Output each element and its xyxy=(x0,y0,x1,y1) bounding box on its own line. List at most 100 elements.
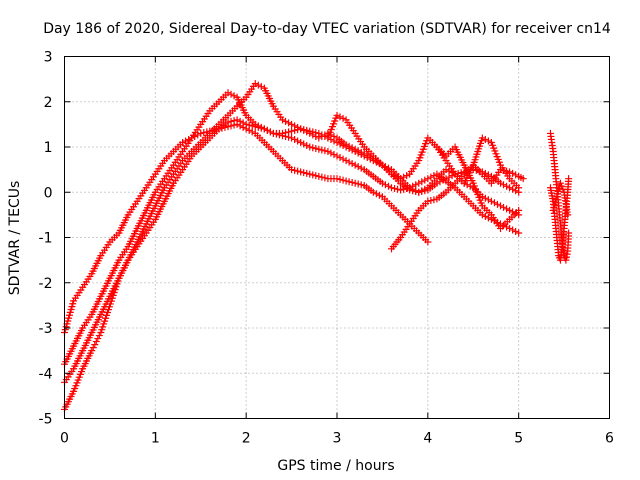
track-2-point xyxy=(509,226,517,234)
track-2-point xyxy=(481,212,489,220)
track-3-point xyxy=(503,205,511,213)
track-10-point xyxy=(558,182,566,190)
track-4-point xyxy=(288,127,296,135)
track-3-point xyxy=(512,209,520,217)
track-4-point xyxy=(306,127,314,135)
track-4-point xyxy=(506,184,514,192)
track-3-point xyxy=(490,199,498,207)
x-tick-label: 1 xyxy=(151,431,160,447)
track-2-point xyxy=(327,149,335,157)
track-4-point xyxy=(321,132,329,140)
track-4-point xyxy=(348,146,356,154)
track-4-point xyxy=(257,124,265,132)
track-3-point xyxy=(257,83,265,91)
track-2-point xyxy=(315,145,323,153)
track-4-point xyxy=(297,125,305,133)
track-1-point xyxy=(372,190,380,198)
track-4-point xyxy=(442,175,450,183)
track-4-point xyxy=(236,117,244,125)
y-tick-label: 2 xyxy=(44,95,53,111)
track-4-point xyxy=(263,126,271,134)
track-2-point xyxy=(394,185,402,193)
track-2-point xyxy=(412,181,420,189)
track-4-point xyxy=(254,123,262,131)
track-5-point xyxy=(388,170,395,178)
track-2-point xyxy=(339,155,347,163)
track-6-point xyxy=(424,197,432,205)
track-4-point xyxy=(233,116,241,124)
track-4-point xyxy=(266,128,274,136)
track-2-point xyxy=(427,173,435,181)
track-4-point xyxy=(500,181,508,189)
track-4-point xyxy=(312,129,320,137)
track-5-point xyxy=(478,134,486,142)
track-4-point xyxy=(484,171,492,179)
track-2-point xyxy=(357,164,365,172)
track-4-point xyxy=(227,117,235,125)
x-tick-label: 6 xyxy=(605,431,614,447)
track-2-point xyxy=(381,181,389,189)
track-4-point xyxy=(279,129,286,137)
track-1-point xyxy=(375,191,383,199)
track-1-point xyxy=(354,180,362,188)
track-1-point xyxy=(357,181,365,189)
y-axis-label: SDTVAR / TECUs xyxy=(7,181,23,296)
track-2-point xyxy=(306,143,314,151)
track-4-point xyxy=(497,179,504,187)
track-4-point xyxy=(239,119,247,127)
track-1-point xyxy=(185,135,193,143)
track-4-point xyxy=(92,338,100,346)
track-3-point xyxy=(509,208,517,216)
y-tick-label: 0 xyxy=(44,185,53,201)
track-5-point xyxy=(403,172,411,180)
track-2-point xyxy=(291,135,299,143)
y-tick-label: -4 xyxy=(39,366,53,382)
track-4-point xyxy=(384,164,392,172)
track-3-point xyxy=(481,194,489,202)
track-1-point xyxy=(306,170,314,178)
track-10-point xyxy=(559,185,567,193)
track-1-point xyxy=(342,177,350,185)
track-6-point xyxy=(500,166,508,174)
chart-title: Day 186 of 2020, Sidereal Day-to-day VTE… xyxy=(43,21,611,37)
track-1-point xyxy=(424,238,432,246)
track-1-point xyxy=(309,171,317,179)
track-2-point xyxy=(321,147,329,155)
track-3-point xyxy=(288,120,296,128)
track-1-point xyxy=(333,175,341,183)
track-2-point xyxy=(288,134,296,142)
track-2-point xyxy=(506,224,514,232)
track-5-point xyxy=(397,175,405,183)
y-tick-label: 3 xyxy=(44,50,53,66)
track-1-point xyxy=(197,129,205,137)
track-3-point xyxy=(285,119,293,127)
track-2-point xyxy=(303,141,311,149)
track-1-point xyxy=(200,129,208,137)
track-2-point xyxy=(424,175,432,183)
track-4-point xyxy=(412,187,420,195)
track-6-point xyxy=(506,168,514,176)
track-1-point xyxy=(203,128,211,136)
track-10-point xyxy=(556,179,564,187)
ticks-layer: 0 1 2 3 4 5 6 -5 -4 -3 -2 -1 0 1 2 3 xyxy=(39,50,615,447)
track-4-point xyxy=(433,179,441,187)
track-1-point xyxy=(291,166,299,174)
x-axis-label: GPS time / hours xyxy=(277,458,394,474)
track-4-point xyxy=(88,347,96,355)
track-4-point xyxy=(327,135,335,143)
track-9-point xyxy=(565,175,573,183)
track-4-point xyxy=(409,185,417,193)
track-4-point xyxy=(418,187,426,195)
track-1-point xyxy=(339,176,347,184)
track-6-point xyxy=(430,196,438,204)
track-4-point xyxy=(342,143,350,151)
track-1-point xyxy=(294,167,302,175)
track-4-point xyxy=(415,188,423,196)
track-4-point xyxy=(309,128,317,136)
track-2-point xyxy=(318,146,326,154)
track-4-point xyxy=(294,126,302,134)
track-4-point xyxy=(260,125,268,133)
track-7-point xyxy=(515,206,523,214)
track-4-point xyxy=(481,169,489,177)
